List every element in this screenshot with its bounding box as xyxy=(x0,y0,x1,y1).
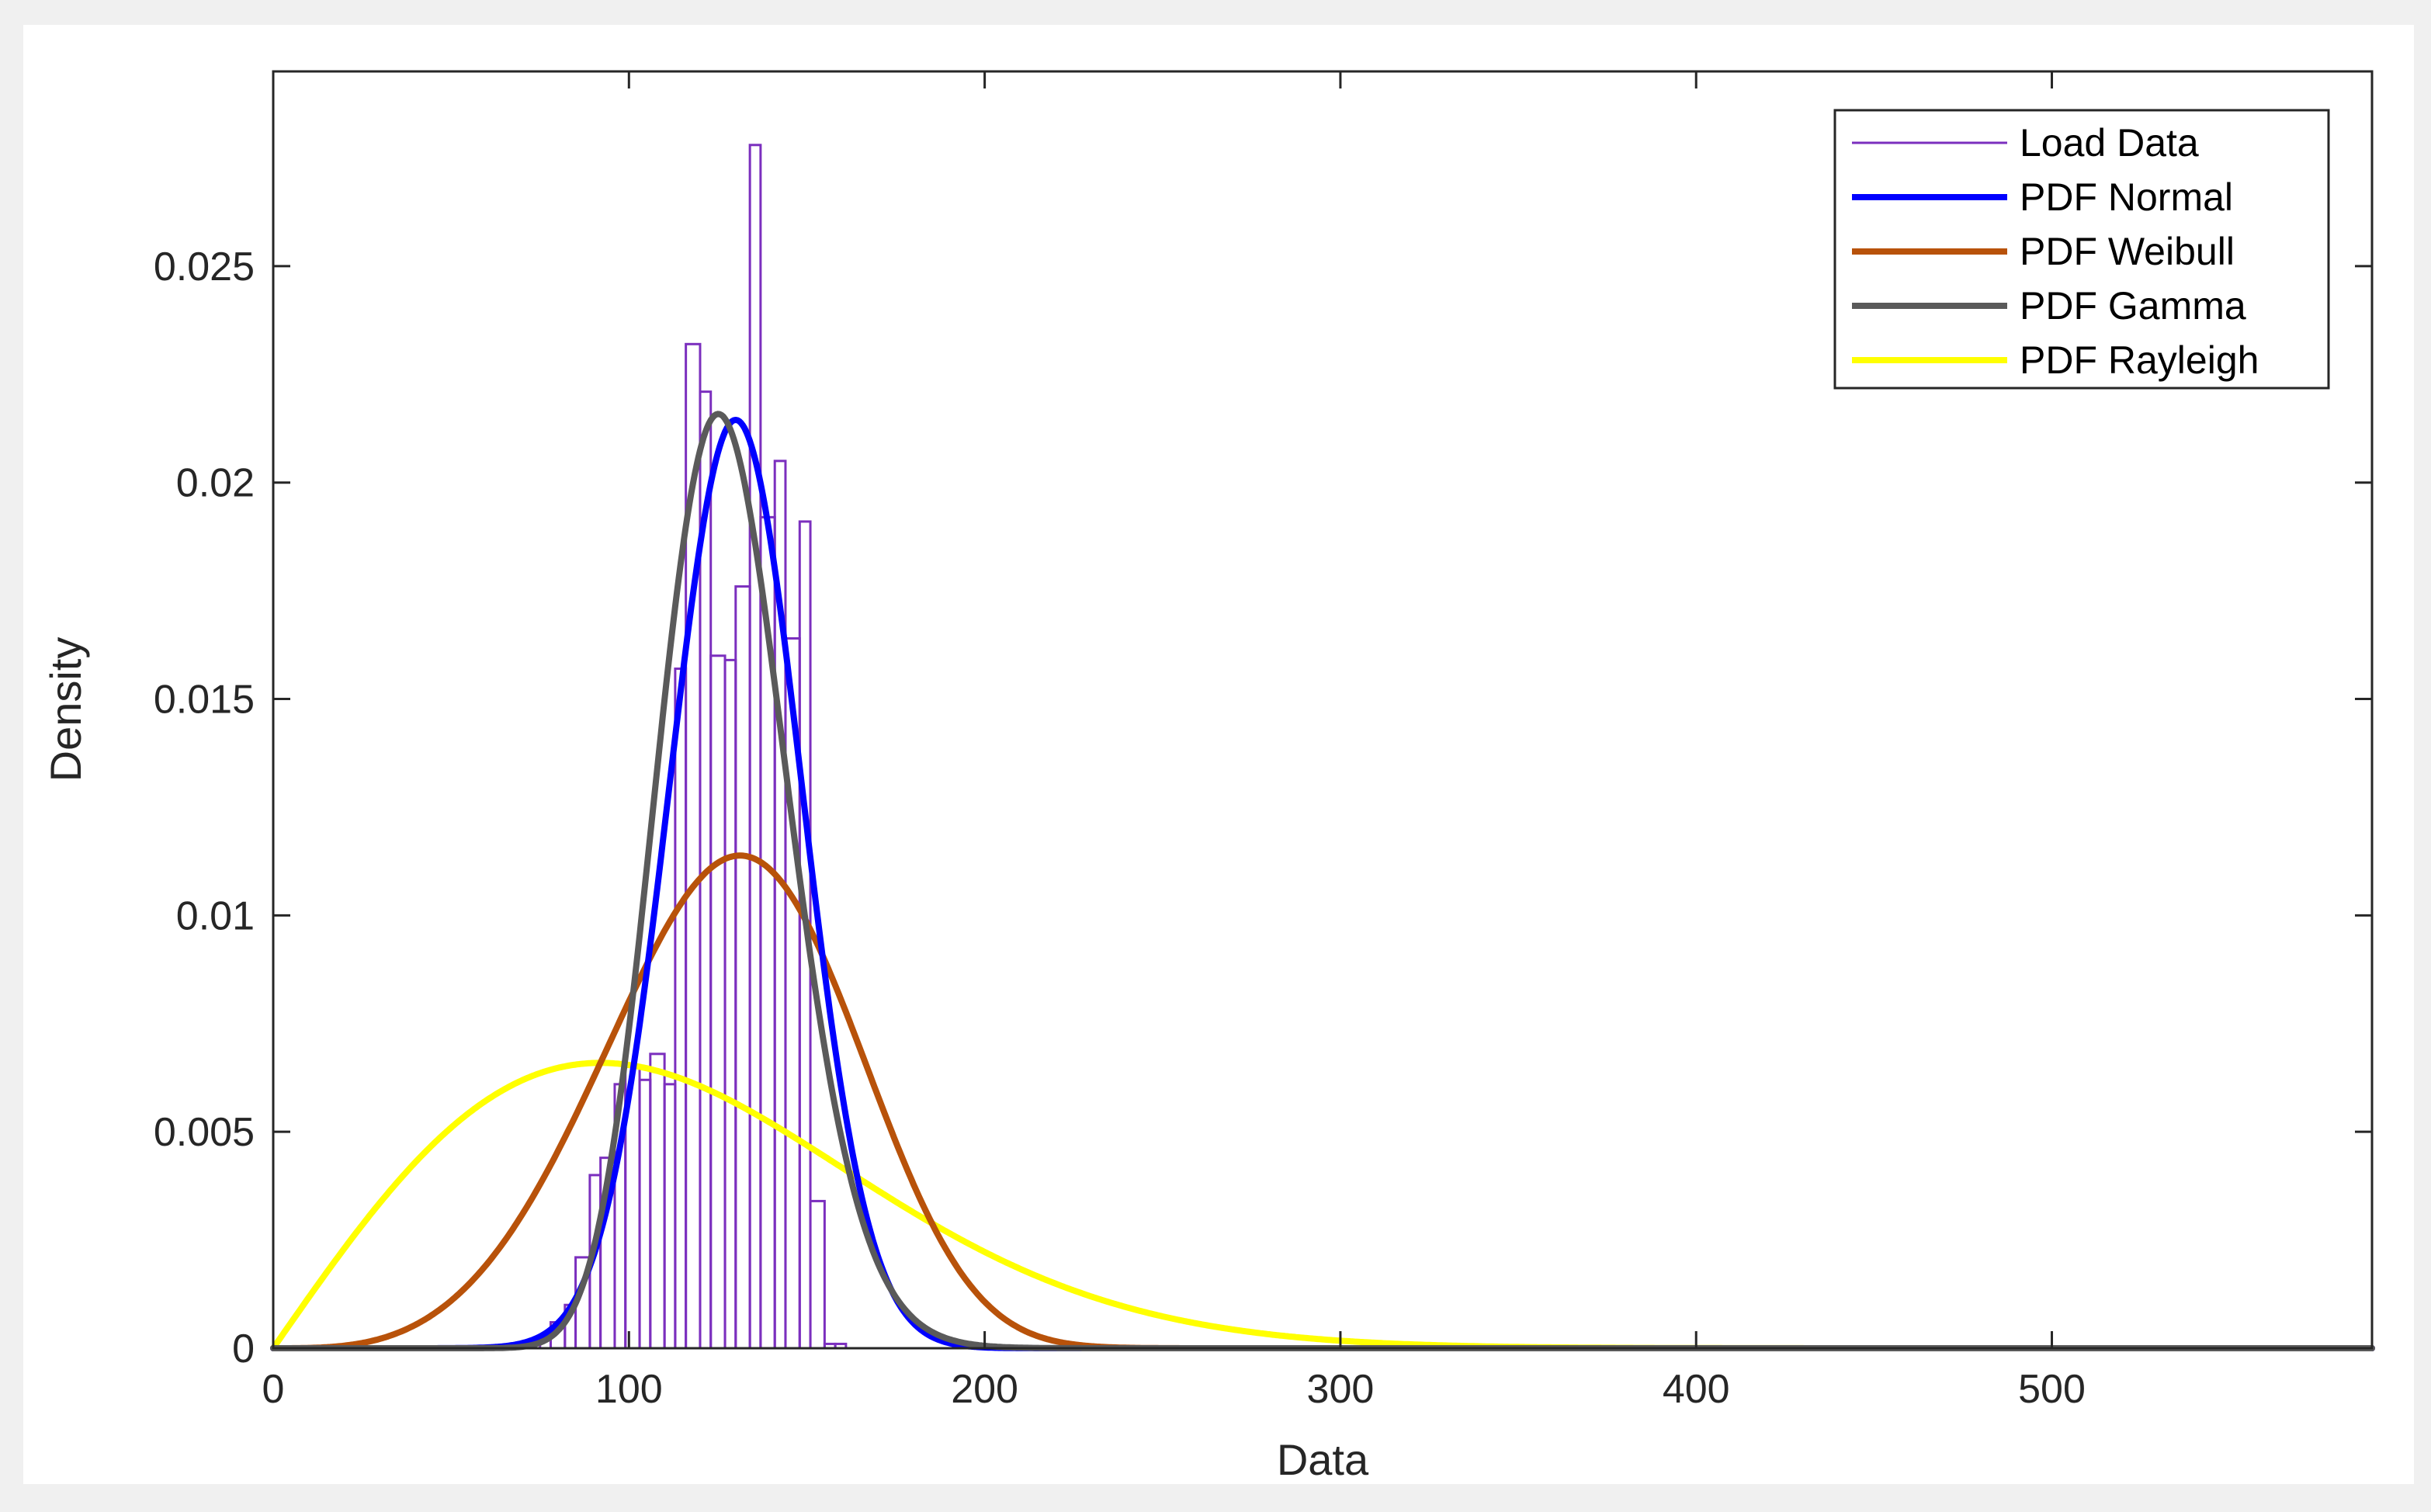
x-tick-label: 400 xyxy=(1663,1367,1730,1412)
x-tick-label: 300 xyxy=(1307,1367,1375,1412)
tick-layer: 0 100 200 300 400 500 0 0.005 0.01 0.015 0.02 0.025 xyxy=(154,71,2372,1412)
y-tick-label: 0.025 xyxy=(154,244,255,290)
x-tick-label: 500 xyxy=(2018,1367,2086,1412)
y-tick-label: 0 xyxy=(232,1326,255,1372)
y-tick-label: 0.01 xyxy=(176,893,255,938)
y-tick-label: 0.015 xyxy=(154,678,255,723)
legend-label-pdf-rayleigh: PDF Rayleigh xyxy=(2020,338,2259,382)
x-tick-label: 100 xyxy=(595,1367,663,1412)
y-tick-label: 0.005 xyxy=(154,1110,255,1155)
x-tick-label: 0 xyxy=(262,1367,285,1412)
y-tick-label: 0.02 xyxy=(176,461,255,506)
y-axis-label: Density xyxy=(41,637,90,782)
x-tick-label: 200 xyxy=(951,1367,1018,1412)
legend-label-load-data: Load Data xyxy=(2020,121,2199,165)
legend: Load Data PDF Normal PDF Weibull PDF Gamma P… xyxy=(1833,109,2330,390)
legend-label-pdf-normal: PDF Normal xyxy=(2020,175,2233,219)
plot-frame xyxy=(272,70,2374,1350)
legend-label-pdf-gamma: PDF Gamma xyxy=(2020,284,2246,328)
legend-label-pdf-weibull: PDF Weibull xyxy=(2020,230,2235,273)
x-axis-label: Data xyxy=(1277,1435,1369,1484)
legend-entries: Load Data PDF Normal PDF Weibull PDF Gamma P… xyxy=(1852,121,2259,382)
